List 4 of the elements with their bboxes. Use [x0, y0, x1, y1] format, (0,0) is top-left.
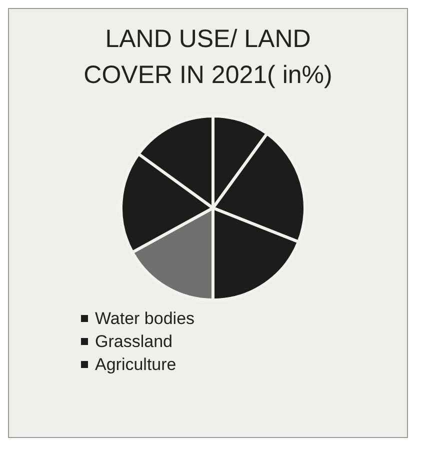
legend-label: Water bodies	[95, 308, 195, 330]
legend-label: Grassland	[95, 331, 172, 353]
legend-label: Agriculture	[95, 354, 176, 376]
chart-title: LAND USE/ LAND COVER IN 2021( in%)	[82, 24, 334, 91]
